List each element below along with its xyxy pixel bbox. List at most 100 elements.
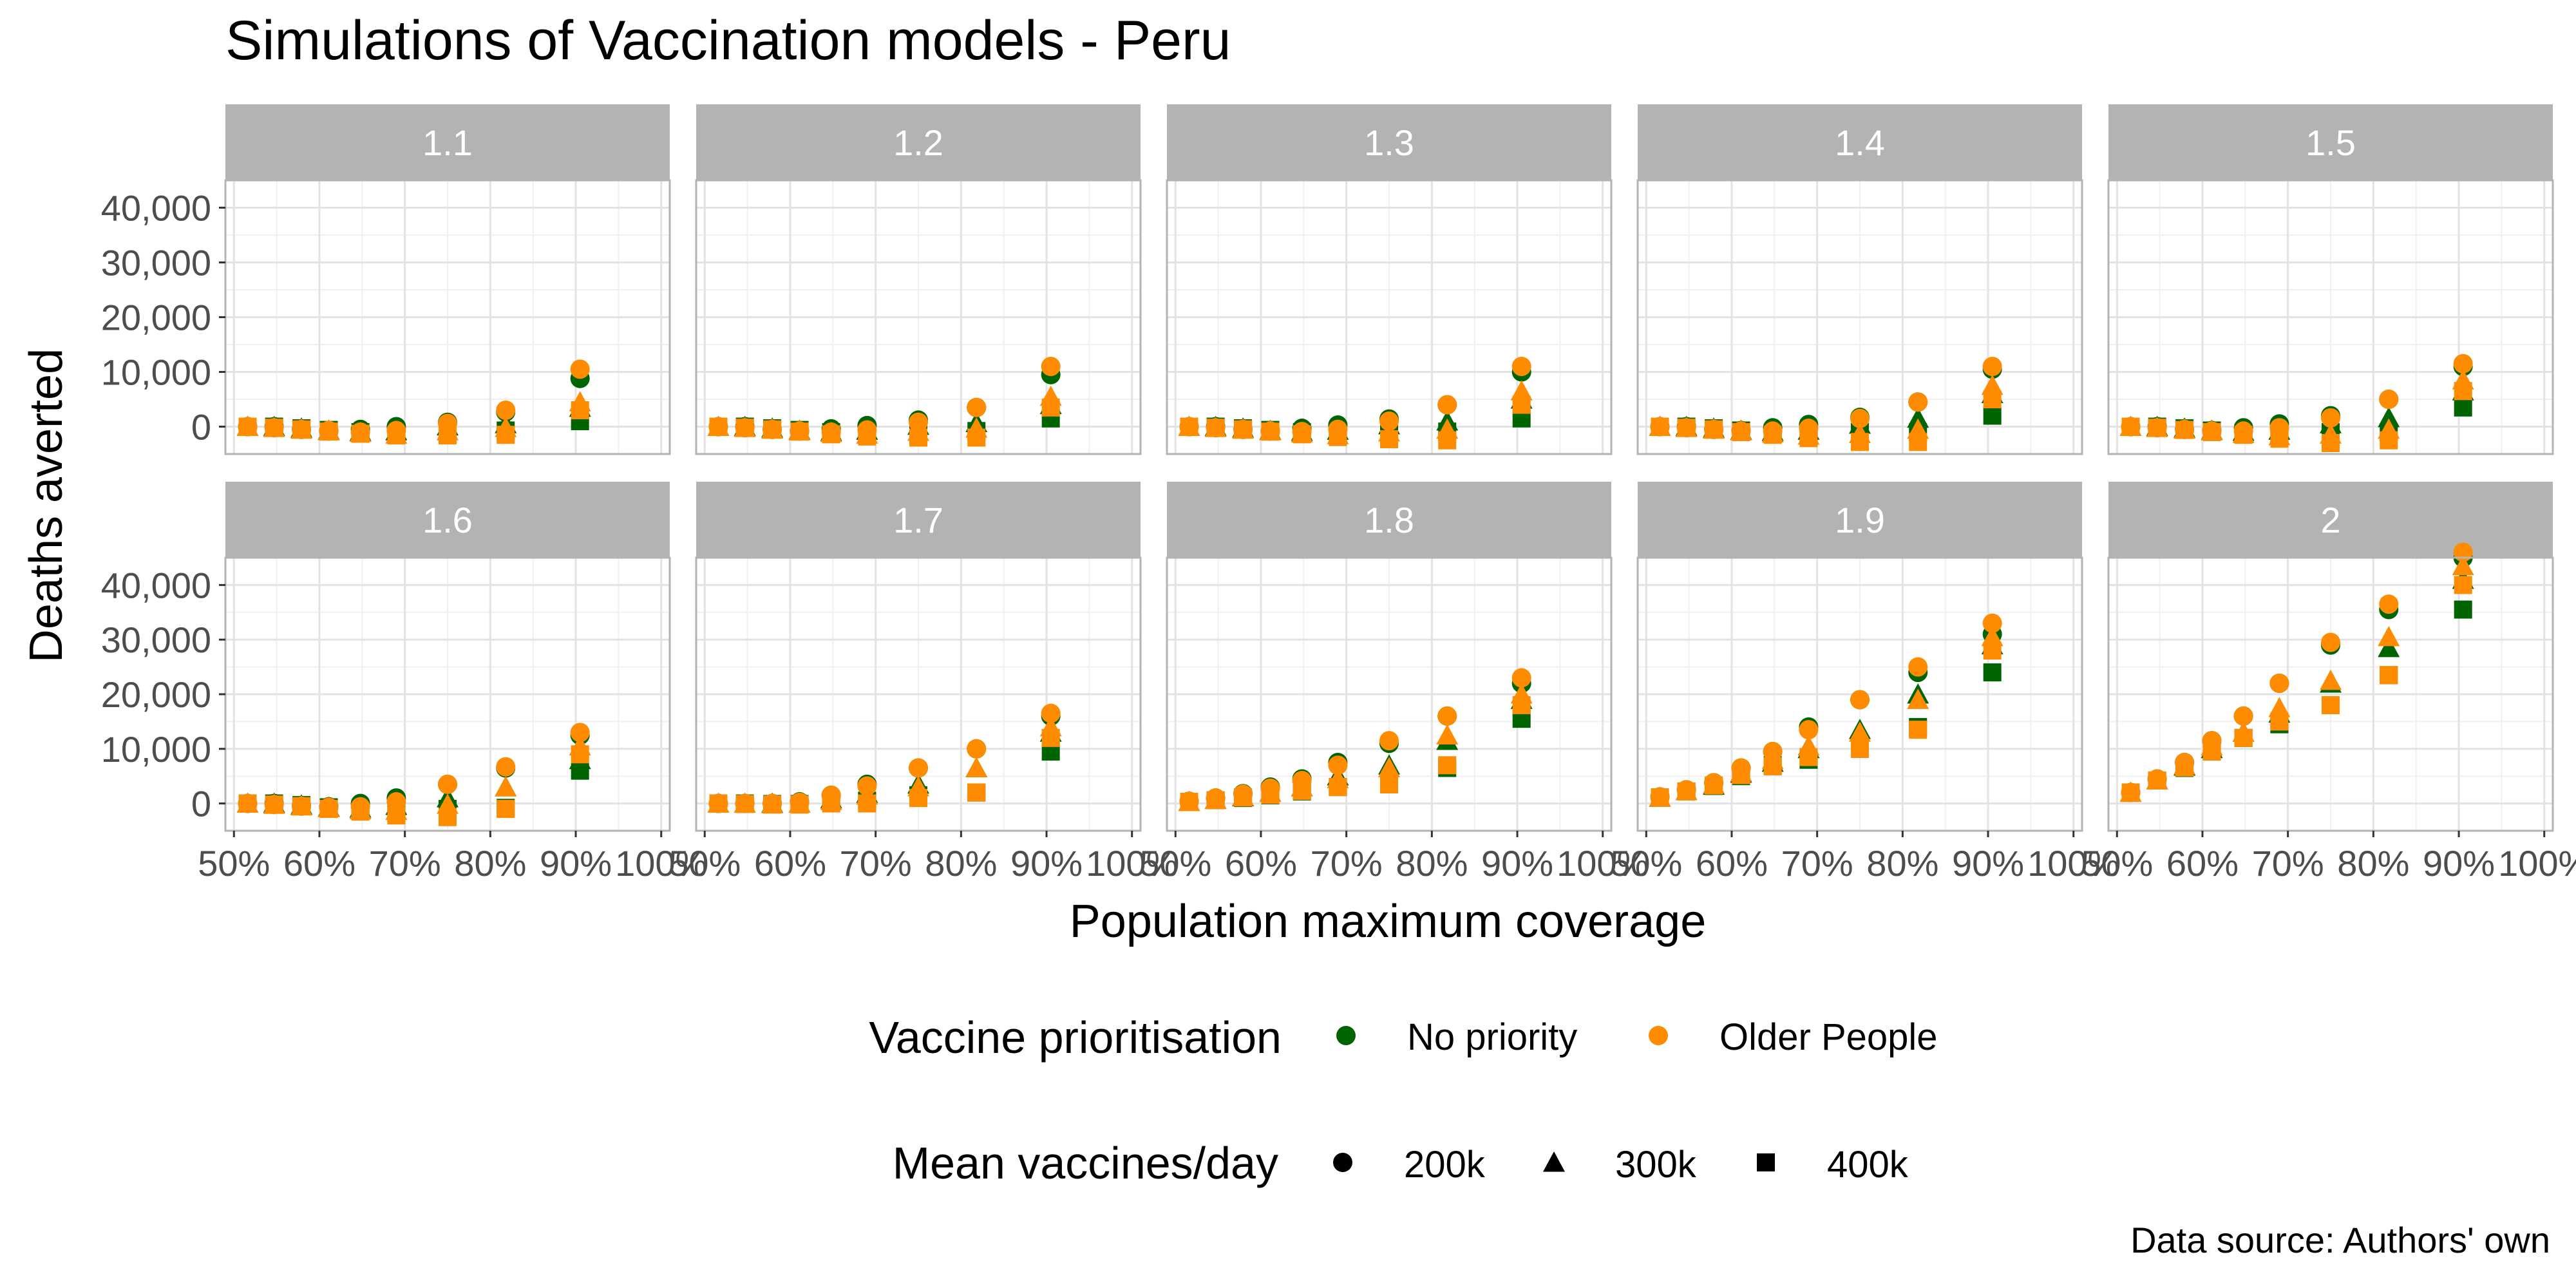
x-tick-label: 60% xyxy=(1696,843,1768,884)
legend-shape-key xyxy=(1543,1151,1565,1172)
data-point xyxy=(2454,382,2472,401)
data-point xyxy=(2270,430,2289,448)
data-point xyxy=(571,401,589,419)
data-point xyxy=(1328,755,1348,775)
data-point xyxy=(1982,357,2002,376)
data-point xyxy=(1329,428,1347,446)
data-point xyxy=(709,794,728,813)
data-point xyxy=(351,802,370,821)
facet-strip xyxy=(2108,482,2553,558)
data-point xyxy=(1436,724,1459,745)
x-tick-label: 80% xyxy=(1866,843,1938,884)
data-point xyxy=(1180,417,1198,436)
data-point xyxy=(1705,420,1723,439)
x-tick-label: 50% xyxy=(668,843,741,884)
data-point xyxy=(1651,788,1669,807)
legend-shape-item: 400k xyxy=(1757,1144,1909,1186)
x-tick-label: 50% xyxy=(1139,843,1211,884)
y-tick-label: 0 xyxy=(191,407,211,448)
legend-shape-key xyxy=(1757,1153,1775,1171)
data-point xyxy=(1234,788,1253,807)
y-tick-label: 30,000 xyxy=(101,620,211,660)
data-point xyxy=(965,757,988,777)
data-point xyxy=(1041,728,1060,747)
data-point xyxy=(790,422,809,441)
data-point xyxy=(2452,554,2474,576)
legend-shape-items: 200k 300k 400k xyxy=(1333,1144,1909,1186)
data-point xyxy=(709,417,728,436)
x-tick-label: 60% xyxy=(754,843,826,884)
facet-strip xyxy=(2108,104,2553,180)
panel-border xyxy=(695,556,1142,832)
data-point xyxy=(1909,721,1927,739)
data-point xyxy=(1437,395,1457,415)
x-tick-label: 70% xyxy=(840,843,912,884)
data-point xyxy=(2121,783,2140,802)
data-point xyxy=(1041,398,1060,417)
data-point xyxy=(351,424,370,443)
data-point xyxy=(238,417,257,436)
data-point xyxy=(1651,417,1669,436)
data-point xyxy=(2380,431,2398,450)
data-point xyxy=(1510,380,1533,401)
data-point xyxy=(1206,791,1225,810)
data-point xyxy=(265,419,283,437)
data-point xyxy=(1329,778,1347,797)
data-point xyxy=(967,739,987,759)
legend-color-item: No priority xyxy=(1336,1016,1577,1058)
data-point xyxy=(1907,407,1929,428)
x-tick-label: 70% xyxy=(369,843,441,884)
y-tick-label: 0 xyxy=(191,784,211,824)
facet-strip-label: 1.4 xyxy=(1835,122,1885,163)
legend-shape-label: 400k xyxy=(1827,1144,1909,1186)
data-point xyxy=(2233,706,2253,726)
data-point xyxy=(1763,757,1782,775)
data-point xyxy=(1261,786,1280,804)
legend-color-key xyxy=(1649,1026,1668,1045)
data-point xyxy=(1378,757,1400,777)
facet-panel-8: 1.8 50% 60% 70% 80% 90% 100% xyxy=(1139,482,1649,884)
data-point xyxy=(1380,775,1398,793)
data-point xyxy=(2454,600,2472,619)
data-point xyxy=(1983,663,2002,682)
y-tick-label: 40,000 xyxy=(101,565,211,605)
data-point xyxy=(1851,739,1869,758)
facet-strip xyxy=(696,482,1141,558)
legend-color-items: No priority Older People xyxy=(1336,1016,1938,1058)
data-point xyxy=(2321,632,2340,652)
x-axis-label: Population maximum coverage xyxy=(1070,896,1707,947)
data-point xyxy=(2148,771,2166,790)
x-tick-label: 100% xyxy=(2027,843,2119,884)
data-point xyxy=(2148,419,2166,437)
data-point xyxy=(790,795,809,814)
panel-border xyxy=(2107,556,2554,832)
data-point xyxy=(1511,668,1531,688)
facet-panel-3: 1.3 xyxy=(1166,104,1613,455)
data-point xyxy=(2234,426,2253,444)
data-point xyxy=(495,776,517,797)
data-point xyxy=(763,795,782,814)
data-point xyxy=(1799,720,1819,740)
data-point xyxy=(319,422,338,441)
legend-color-key xyxy=(1336,1026,1356,1045)
data-point xyxy=(439,808,457,826)
data-point xyxy=(1293,425,1311,444)
data-point xyxy=(265,795,283,814)
data-point xyxy=(292,797,311,815)
data-point xyxy=(1512,696,1531,714)
x-tick-label: 70% xyxy=(1781,843,1853,884)
data-point xyxy=(735,795,754,813)
data-point xyxy=(2378,636,2400,658)
x-tick-label: 90% xyxy=(540,843,612,884)
facet-strip xyxy=(1638,104,2082,180)
facet-panel-7: 1.7 50% 60% 70% 80% 90% 100% xyxy=(668,482,1178,884)
x-tick-label: 50% xyxy=(198,843,270,884)
facet-strip xyxy=(1167,104,1611,180)
data-point xyxy=(2321,408,2340,428)
data-point xyxy=(570,359,590,379)
legend-shape-label: 300k xyxy=(1615,1144,1697,1186)
x-tick-label: 100% xyxy=(2498,843,2576,884)
data-point xyxy=(2234,728,2253,747)
data-point xyxy=(2322,696,2340,714)
data-point xyxy=(1983,406,2002,425)
